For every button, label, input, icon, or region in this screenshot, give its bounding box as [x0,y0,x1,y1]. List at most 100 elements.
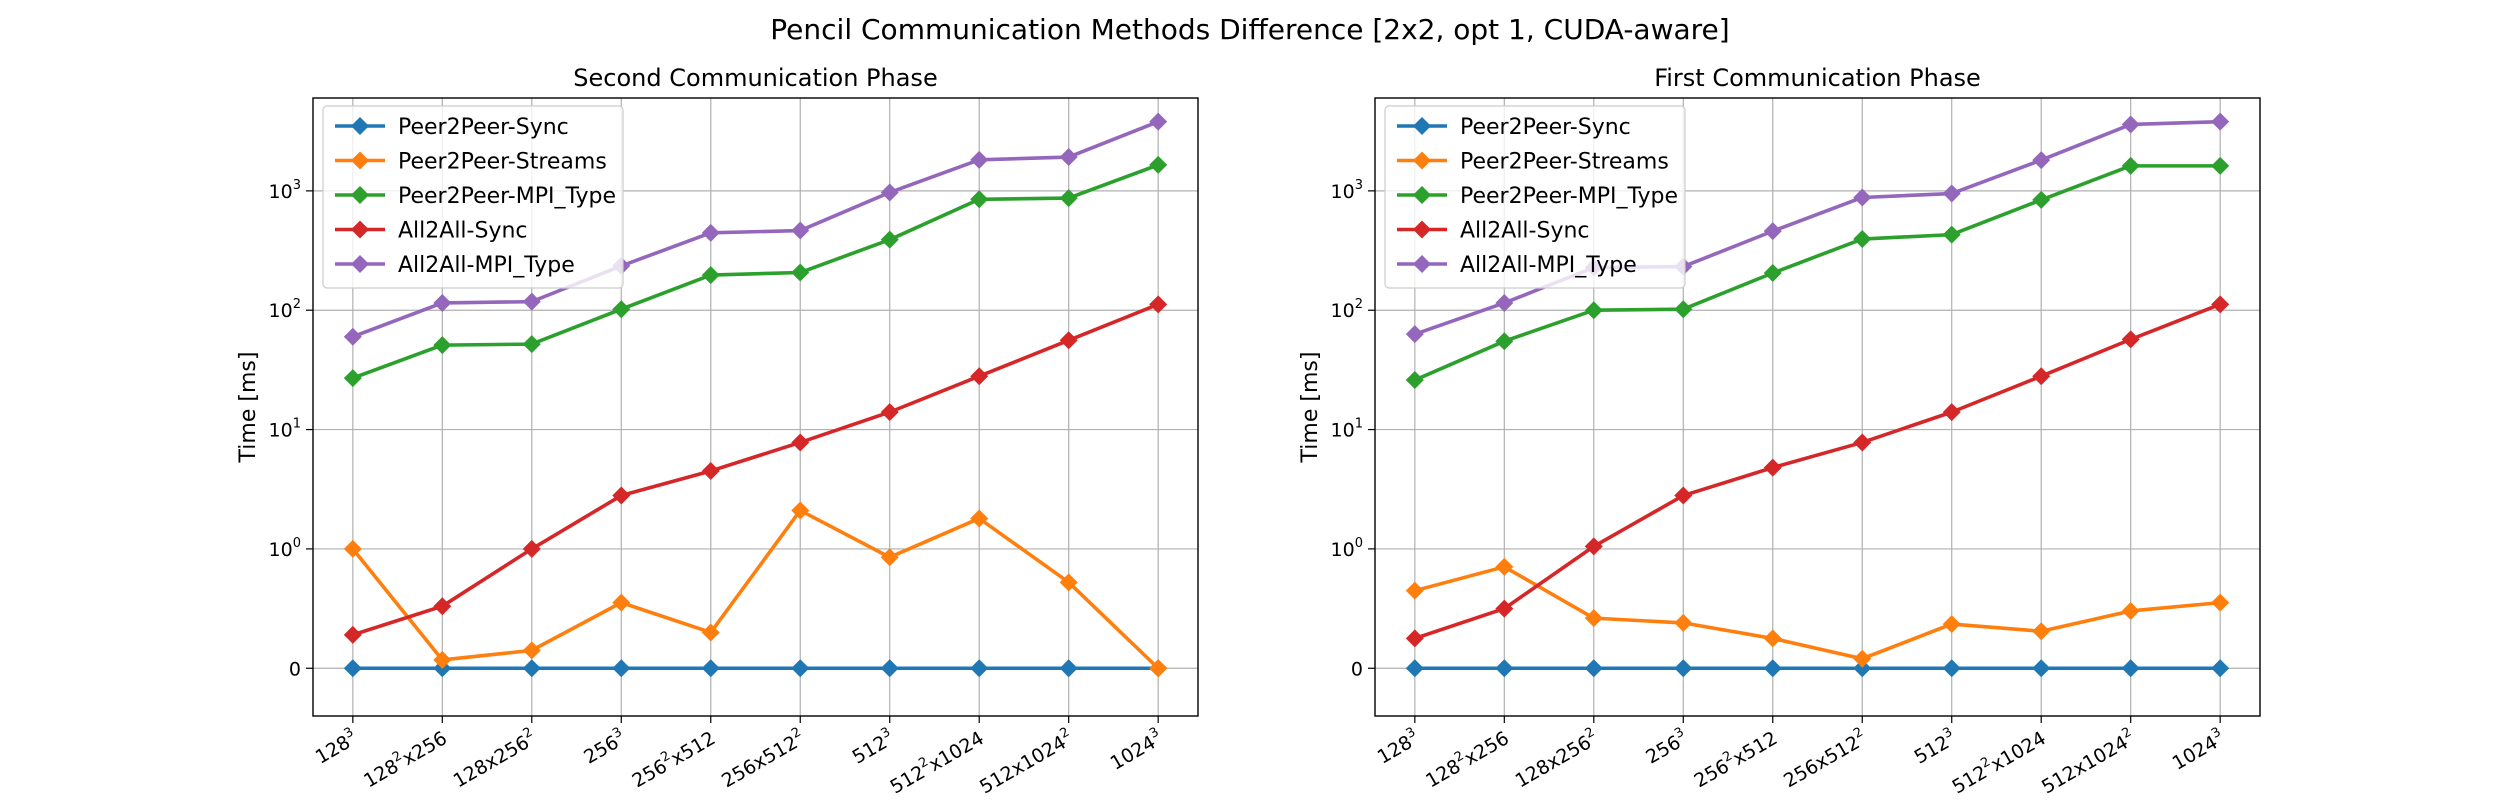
legend-marker [1413,151,1431,170]
data-point [791,659,810,678]
chart-title: First Communication Phase [1654,64,1981,92]
data-point [2032,622,2051,641]
data-point [1942,225,1961,244]
data-point [1942,184,1961,203]
data-point [2121,330,2140,349]
data-point [1405,371,1424,390]
data-point [1763,458,1782,477]
data-point [701,659,720,678]
data-point [1495,599,1514,618]
series-line [352,120,1159,339]
data-point [1942,615,1961,634]
data-point [343,327,362,346]
data-point [970,509,989,528]
data-point [612,486,631,505]
legend-marker [1413,255,1431,273]
data-point [1763,222,1782,241]
data-point [791,221,810,240]
data-point [970,659,989,678]
x-tick-label: 2563​ [579,725,630,769]
series-line [351,508,1160,670]
data-point [880,230,899,249]
legend-marker [1413,117,1431,135]
data-point [1853,230,1872,249]
figure-title: Pencil Communication Methods Difference … [770,13,1729,46]
y-tick-label: 100 [1331,536,1363,561]
data-point [433,293,452,312]
data-point [433,650,452,669]
y-tick-label: 101 [1331,417,1363,442]
data-point [1059,659,1078,678]
data-point [970,150,989,169]
data-point [2211,112,2230,131]
y-tick-label: 102 [269,297,301,322]
data-point [612,300,631,319]
x-tick-label: 5122​x1024 [1947,725,2050,799]
data-point [880,183,899,202]
legend [322,105,624,289]
data-point [701,461,720,480]
data-point [343,625,362,644]
data-point [2121,601,2140,620]
legend-entry: Peer2Peer-Streams [1460,150,1669,175]
y-tick-label: 100 [269,536,301,561]
legend-marker [351,117,369,135]
data-point [343,369,362,388]
data-point [1405,325,1424,344]
y-axis-label: Time [ms] [1298,352,1323,464]
legend-entry: All2All-Sync [398,219,528,244]
data-point [2032,190,2051,209]
x-tick-label: 2563​ [1641,725,1692,769]
data-point [1149,295,1168,314]
data-point [880,548,899,567]
series-line [1414,565,2221,661]
data-point [2121,156,2140,175]
data-point [1405,629,1424,648]
legend-entry: Peer2Peer-Sync [398,115,569,140]
data-point [1405,659,1424,678]
data-point [1405,581,1424,600]
y-axis-label: Time [ms] [236,352,261,464]
data-point [1495,332,1514,351]
legend-entry: All2All-MPI_Type [1460,253,1637,278]
series-line [1414,302,2221,641]
data-point [1059,148,1078,167]
legend-entry: Peer2Peer-MPI_Type [398,184,616,209]
data-point [1149,659,1168,678]
data-point [1853,659,1872,678]
legend-marker [1413,186,1431,204]
data-point [970,367,989,386]
series-line [352,163,1159,380]
data-point [433,597,452,616]
data-point [701,223,720,242]
legend-marker [1413,220,1431,239]
data-point [970,190,989,209]
y-tick-label: 0 [1351,658,1363,680]
x-tick-label: 512x10242​ [974,725,1077,799]
x-tick-label: 2562​x512 [627,725,719,793]
legend [1384,105,1686,289]
data-point [522,641,541,660]
data-point [1584,659,1603,678]
data-point [1763,264,1782,283]
data-point [1674,486,1693,505]
x-tick-label: 5123​ [847,725,898,769]
data-point [612,659,631,678]
y-tick-label: 103 [1331,178,1363,203]
data-point [1495,557,1514,576]
x-tick-label: 5123​ [1909,725,1960,769]
x-tick-label: 1283​ [310,725,361,769]
x-tick-label: 5122​x1024 [885,725,988,799]
data-point [1674,613,1693,632]
series-line [352,302,1159,637]
data-point [2032,151,2051,170]
legend-marker [351,186,369,204]
legend-entry: All2All-Sync [1460,219,1590,244]
data-point [1495,293,1514,312]
data-point [2211,295,2230,314]
x-tick-label: 1282​x256 [1421,725,1513,793]
data-point [791,433,810,452]
legend-marker [351,151,369,170]
data-point [1763,629,1782,648]
